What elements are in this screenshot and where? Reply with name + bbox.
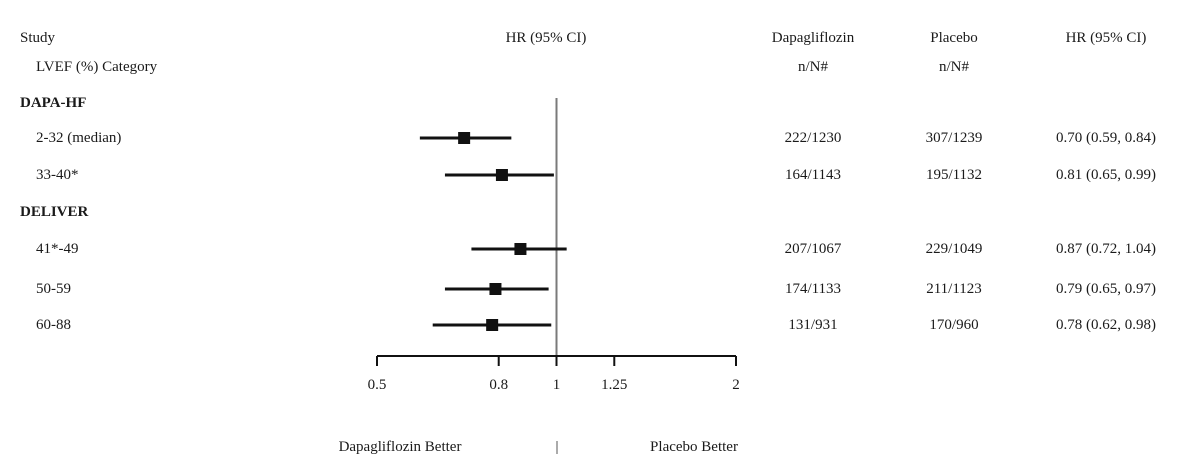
row-hr-ci: 0.81 (0.65, 0.99) (1056, 167, 1156, 183)
header-lvef-category: LVEF (%) Category (36, 59, 158, 75)
x-tick-label: 1 (553, 377, 561, 393)
group-deliver: DELIVER (20, 204, 89, 220)
group-dapa-hf: DAPA-HF (20, 95, 87, 111)
row-label: 60-88 (36, 317, 71, 333)
header-hr-plot: HR (95% CI) (505, 30, 587, 46)
row-dapa-count: 222/1230 (784, 130, 842, 146)
footer-dapagliflozin-better: Dapagliflozin Better (338, 439, 462, 455)
row-dapa-count: 131/931 (788, 317, 838, 333)
row-label: 41*-49 (36, 241, 79, 257)
row-label: 2-32 (median) (36, 130, 122, 146)
row-hr-ci: 0.70 (0.59, 0.84) (1056, 130, 1156, 146)
x-tick-label: 1.25 (601, 377, 627, 393)
row-label: 33-40* (36, 167, 79, 183)
row-placebo-count: 170/960 (929, 317, 979, 333)
header-placebo-nn: n/N# (939, 59, 969, 75)
header-hr-ci: HR (95% CI) (1065, 30, 1147, 46)
point-estimate-marker (514, 243, 527, 255)
point-estimate-marker (458, 132, 471, 144)
header-study: Study (20, 30, 56, 46)
row-hr-ci: 0.79 (0.65, 0.97) (1056, 281, 1156, 297)
row-dapa-count: 174/1133 (784, 281, 842, 297)
row-placebo-count: 195/1132 (925, 167, 983, 183)
footer-separator: | (555, 439, 559, 455)
row-label: 50-59 (36, 281, 71, 297)
point-estimate-marker (495, 169, 508, 181)
row-hr-ci: 0.78 (0.62, 0.98) (1056, 317, 1156, 333)
header-placebo: Placebo (930, 30, 978, 46)
row-dapa-count: 207/1067 (784, 241, 842, 257)
header-dapagliflozin-nn: n/N# (798, 59, 828, 75)
point-estimate-marker (489, 283, 502, 295)
header-dapagliflozin: Dapagliflozin (771, 30, 855, 46)
footer-placebo-better: Placebo Better (650, 439, 738, 455)
x-tick-label: 2 (732, 377, 740, 393)
x-tick-label: 0.8 (489, 377, 508, 393)
x-tick-label: 0.5 (368, 377, 387, 393)
row-placebo-count: 211/1123 (926, 281, 982, 297)
point-estimate-marker (486, 319, 499, 331)
row-dapa-count: 164/1143 (784, 167, 842, 183)
row-placebo-count: 229/1049 (925, 241, 983, 257)
row-placebo-count: 307/1239 (925, 130, 983, 146)
row-hr-ci: 0.87 (0.72, 1.04) (1056, 241, 1156, 257)
